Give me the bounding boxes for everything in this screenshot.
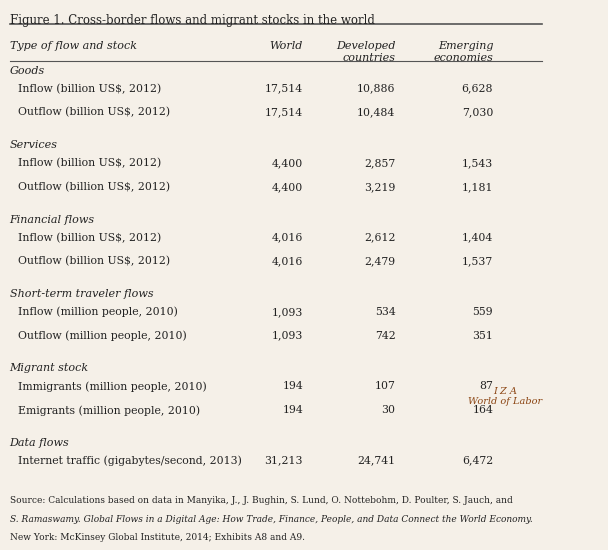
Text: 1,543: 1,543 [462, 158, 493, 168]
Text: Source: Calculations based on data in Manyika, J., J. Bughin, S. Lund, O. Notteb: Source: Calculations based on data in Ma… [10, 496, 513, 505]
Text: Figure 1. Cross-border flows and migrant stocks in the world: Figure 1. Cross-border flows and migrant… [10, 14, 375, 28]
Text: 2,612: 2,612 [364, 233, 395, 243]
Text: 3,219: 3,219 [364, 182, 395, 192]
Text: 2,479: 2,479 [364, 256, 395, 266]
Text: Emigrants (million people, 2010): Emigrants (million people, 2010) [18, 405, 200, 416]
Text: Outflow (billion US$, 2012): Outflow (billion US$, 2012) [18, 256, 170, 267]
Text: 1,093: 1,093 [272, 307, 303, 317]
Text: 2,857: 2,857 [364, 158, 395, 168]
Text: 17,514: 17,514 [265, 84, 303, 94]
Text: Short-term traveler flows: Short-term traveler flows [10, 289, 153, 299]
Text: Services: Services [10, 140, 58, 150]
Text: 4,400: 4,400 [272, 158, 303, 168]
Text: 194: 194 [282, 405, 303, 415]
Text: 30: 30 [381, 405, 395, 415]
Text: Inflow (billion US$, 2012): Inflow (billion US$, 2012) [18, 158, 161, 168]
Text: 164: 164 [472, 405, 493, 415]
Text: Goods: Goods [10, 65, 45, 76]
Text: 1,404: 1,404 [462, 233, 493, 243]
Text: New York: McKinsey Global Institute, 2014; Exhibits A8 and A9.: New York: McKinsey Global Institute, 201… [10, 533, 305, 542]
Text: 10,484: 10,484 [357, 107, 395, 117]
Text: Outflow (billion US$, 2012): Outflow (billion US$, 2012) [18, 182, 170, 192]
Text: Internet traffic (gigabytes/second, 2013): Internet traffic (gigabytes/second, 2013… [18, 456, 241, 466]
Text: Migrant stock: Migrant stock [10, 364, 89, 373]
Text: Developed
countries: Developed countries [336, 41, 395, 63]
Text: Inflow (billion US$, 2012): Inflow (billion US$, 2012) [18, 84, 161, 94]
Text: 10,886: 10,886 [357, 84, 395, 94]
Text: Outflow (million people, 2010): Outflow (million people, 2010) [18, 331, 187, 341]
Text: Type of flow and stock: Type of flow and stock [10, 41, 137, 51]
Text: 6,628: 6,628 [461, 84, 493, 94]
Text: 559: 559 [472, 307, 493, 317]
Text: I Z A
World of Labor: I Z A World of Labor [468, 387, 542, 406]
Text: 87: 87 [479, 381, 493, 391]
Text: 534: 534 [375, 307, 395, 317]
Text: 7,030: 7,030 [462, 107, 493, 117]
Text: Inflow (billion US$, 2012): Inflow (billion US$, 2012) [18, 233, 161, 243]
Text: 107: 107 [375, 381, 395, 391]
Text: 6,472: 6,472 [462, 456, 493, 466]
Text: 194: 194 [282, 381, 303, 391]
Text: 1,537: 1,537 [462, 256, 493, 266]
Text: S. Ramaswamy. Global Flows in a Digital Age: How Trade, Finance, People, and Dat: S. Ramaswamy. Global Flows in a Digital … [10, 514, 533, 524]
Text: Financial flows: Financial flows [10, 214, 95, 224]
Text: 1,093: 1,093 [272, 331, 303, 340]
Text: 4,400: 4,400 [272, 182, 303, 192]
Text: Emerging
economies: Emerging economies [434, 41, 493, 63]
Text: 4,016: 4,016 [272, 233, 303, 243]
Text: Outflow (billion US$, 2012): Outflow (billion US$, 2012) [18, 107, 170, 118]
Text: 742: 742 [375, 331, 395, 340]
Text: Data flows: Data flows [10, 438, 69, 448]
Text: Immigrants (million people, 2010): Immigrants (million people, 2010) [18, 381, 207, 392]
Text: 351: 351 [472, 331, 493, 340]
Text: 1,181: 1,181 [461, 182, 493, 192]
Text: World: World [270, 41, 303, 51]
Text: Inflow (million people, 2010): Inflow (million people, 2010) [18, 307, 178, 317]
Text: 24,741: 24,741 [358, 456, 395, 466]
Text: 4,016: 4,016 [272, 256, 303, 266]
Text: 17,514: 17,514 [265, 107, 303, 117]
Text: 31,213: 31,213 [264, 456, 303, 466]
